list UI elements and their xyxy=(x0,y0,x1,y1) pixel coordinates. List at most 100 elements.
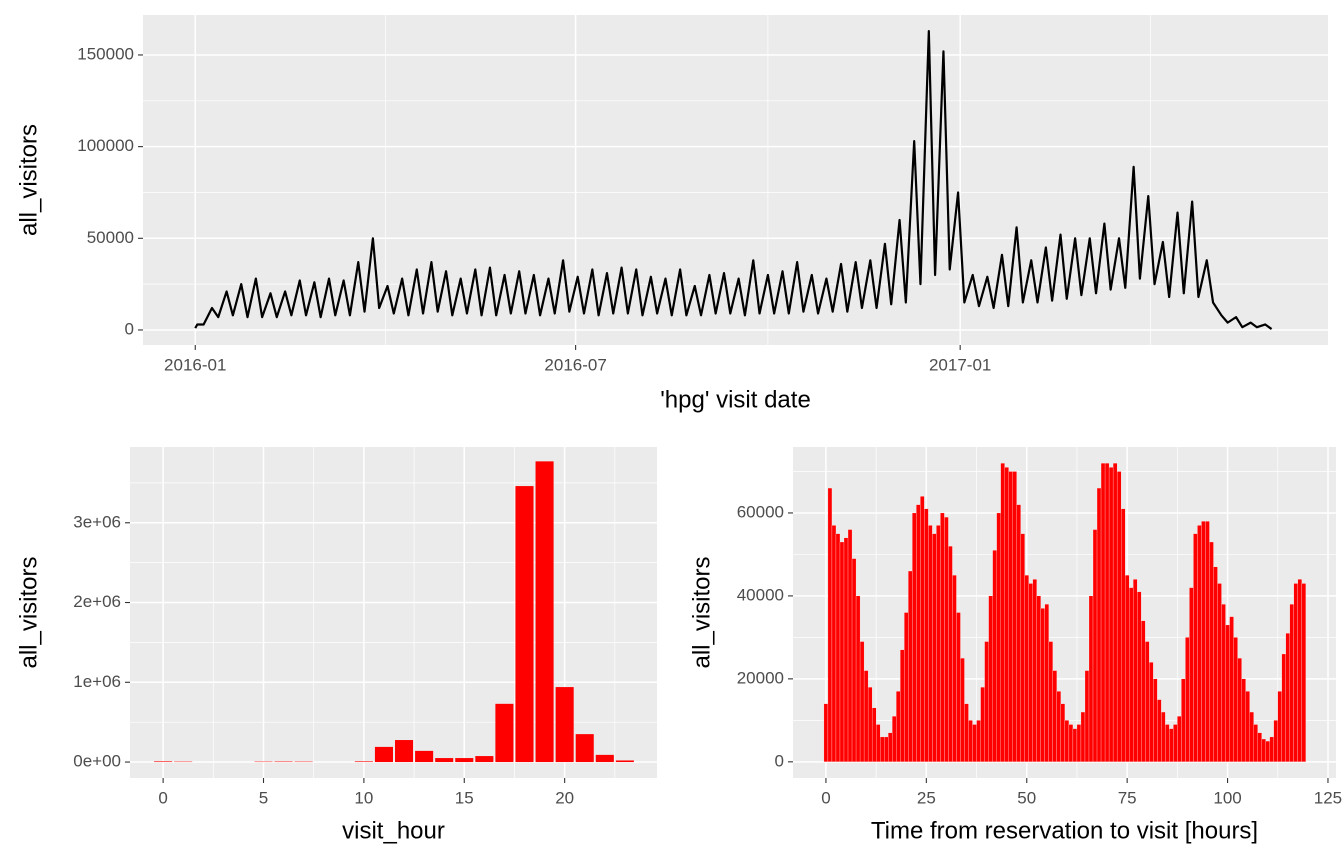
bar xyxy=(1024,575,1029,762)
bar xyxy=(1020,533,1025,762)
bar xyxy=(1104,463,1110,762)
plot-background xyxy=(130,447,657,778)
bar xyxy=(972,724,977,762)
panel: 0 5 10 15 20 0e+00 1e+06 2e+06 3e+06 visit_hour al… xyxy=(15,447,657,844)
bar xyxy=(475,756,494,763)
bar xyxy=(1301,583,1307,762)
bar xyxy=(1116,471,1122,762)
x-tick-label: 75 xyxy=(1118,788,1137,807)
bar xyxy=(1273,720,1278,762)
bar xyxy=(1269,736,1274,762)
bar xyxy=(1245,691,1250,762)
bar xyxy=(896,691,901,762)
bar xyxy=(916,504,921,762)
bar xyxy=(1197,525,1202,762)
bar xyxy=(395,740,414,763)
bar xyxy=(1297,579,1302,762)
bar xyxy=(1108,467,1114,762)
bar xyxy=(1012,471,1017,762)
bar xyxy=(1000,463,1005,762)
bar xyxy=(1173,724,1178,762)
bar xyxy=(876,724,881,762)
y-tick-label: 40000 xyxy=(737,585,784,604)
bar xyxy=(1092,529,1098,762)
data-line xyxy=(194,30,1273,330)
y-tick-label: 3e+06 xyxy=(73,512,121,531)
bar xyxy=(1072,728,1078,762)
bar xyxy=(1169,728,1174,762)
bar xyxy=(952,575,957,762)
bar xyxy=(900,649,905,762)
y-axis-title: all_visitors xyxy=(688,556,715,668)
bar xyxy=(1157,699,1162,762)
bar xyxy=(940,512,945,762)
bar xyxy=(1052,670,1057,762)
bar xyxy=(1125,575,1130,762)
bar xyxy=(555,687,574,763)
bar xyxy=(956,612,961,762)
bar xyxy=(880,736,885,762)
panel: 2016-01 2016-07 2017-01 0 50000 100000 150000 '… xyxy=(15,15,1328,413)
bar xyxy=(1028,583,1033,762)
bar xyxy=(1100,463,1106,762)
bar xyxy=(1096,487,1102,762)
bar xyxy=(1237,658,1242,762)
x-tick-label: 125 xyxy=(1314,788,1342,807)
y-tick-label: 0 xyxy=(125,319,134,338)
bar xyxy=(1036,595,1041,762)
bar xyxy=(495,703,514,763)
bar xyxy=(1205,521,1210,762)
bar xyxy=(843,537,849,762)
bar xyxy=(1044,604,1049,762)
bar xyxy=(968,720,973,762)
bar xyxy=(615,760,634,763)
bar xyxy=(851,558,857,762)
bar xyxy=(354,761,373,763)
bar xyxy=(1253,724,1258,762)
bar xyxy=(154,761,173,763)
bar xyxy=(1277,691,1282,762)
bar xyxy=(1040,608,1045,762)
bar xyxy=(1080,711,1086,762)
bar xyxy=(1189,587,1194,762)
bar xyxy=(1141,620,1146,762)
bar xyxy=(1068,724,1074,762)
bar xyxy=(867,687,873,762)
y-tick-label: 0 xyxy=(775,751,784,770)
bar xyxy=(839,541,845,762)
x-tick-label: 2017-01 xyxy=(929,355,991,374)
x-tick-label: 20 xyxy=(555,788,574,807)
bar xyxy=(992,550,997,762)
bar xyxy=(888,732,893,762)
bar xyxy=(1004,467,1009,762)
x-tick-label: 2016-07 xyxy=(544,355,606,374)
y-tick-label: 100000 xyxy=(77,136,134,155)
bar xyxy=(964,703,969,762)
bar xyxy=(1201,521,1206,762)
bar xyxy=(515,486,534,763)
y-tick-label: 20000 xyxy=(737,668,784,687)
bar xyxy=(1265,740,1270,762)
bar xyxy=(1281,653,1286,762)
y-axis-title: all_visitors xyxy=(15,556,42,668)
bar xyxy=(1008,471,1013,762)
bar xyxy=(1233,637,1238,762)
y-tick-label: 2e+06 xyxy=(73,592,121,611)
bar xyxy=(1249,711,1254,762)
bar xyxy=(1056,691,1062,762)
bar xyxy=(908,570,913,762)
bar xyxy=(1289,604,1294,762)
bar xyxy=(374,746,393,763)
bar xyxy=(944,516,949,762)
bar xyxy=(1076,724,1082,762)
bar xyxy=(1293,583,1298,762)
bar xyxy=(1165,724,1170,762)
bar xyxy=(1145,641,1150,762)
bar xyxy=(1193,533,1198,762)
bar xyxy=(1241,678,1246,762)
bar xyxy=(835,533,841,762)
bar xyxy=(455,758,474,763)
bar xyxy=(1185,637,1190,762)
bar xyxy=(831,525,837,762)
bar xyxy=(1161,711,1166,762)
